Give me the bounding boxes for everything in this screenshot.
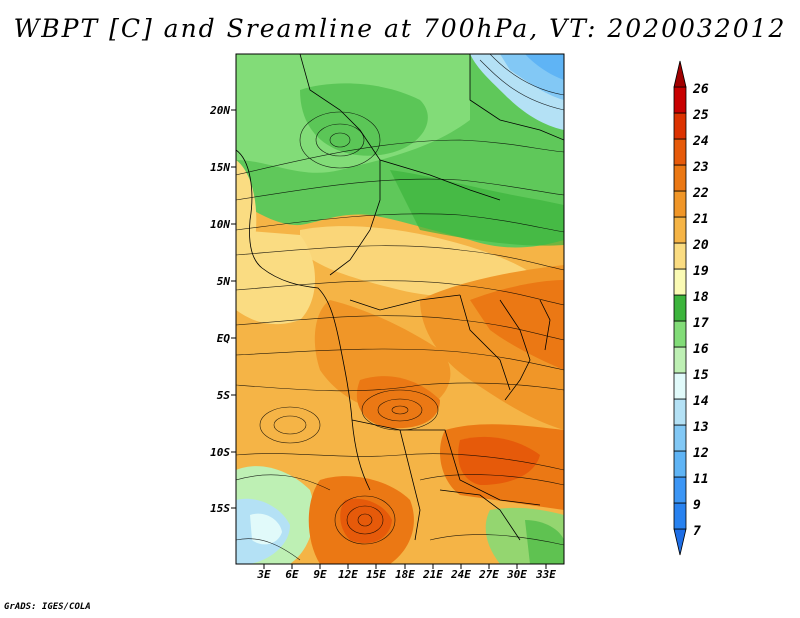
lat-label: 20N: [209, 104, 230, 117]
colorbar-label: 12: [693, 446, 709, 461]
lon-label: 21E: [422, 568, 443, 581]
colorbar-segment: [673, 372, 687, 400]
colorbar-label: 11: [693, 472, 709, 487]
colorbar-label: 19: [693, 264, 709, 279]
colorbar-label: 20: [692, 238, 709, 253]
lon-label: 24E: [450, 568, 471, 581]
colorbar-segment: [673, 398, 687, 426]
lat-label: 5N: [217, 275, 231, 288]
colorbar-segment: [673, 294, 687, 322]
lon-label: 6E: [285, 568, 299, 581]
colorbar-label: 15: [693, 368, 709, 383]
map-frame: [235, 53, 565, 565]
colorbar-label: 26: [692, 82, 709, 97]
colorbar: [673, 60, 687, 556]
lon-label: 18E: [395, 568, 415, 581]
lat-label: 10S: [210, 446, 230, 459]
colorbar-label: 24: [692, 134, 709, 149]
colorbar-segment: [673, 164, 687, 192]
colorbar-label: 22: [692, 186, 709, 201]
lat-label: 15S: [210, 502, 230, 515]
lon-label: 3E: [256, 568, 271, 581]
colorbar-label: 14: [693, 394, 709, 409]
lon-label: 12E: [338, 568, 358, 581]
colorbar-segment: [673, 476, 687, 504]
colorbar-segment: [673, 60, 687, 88]
lon-label: 27E: [478, 568, 499, 581]
colorbar-segment: [673, 216, 687, 244]
lon-label: 9E: [313, 568, 327, 581]
lat-label: 5S: [217, 389, 231, 402]
colorbar-segment: [673, 112, 687, 140]
boundaries: [236, 54, 564, 541]
colorbar-label: 7: [693, 524, 701, 539]
colorbar-label: 21: [692, 212, 709, 227]
longitude-labels: 3E 6E 9E 12E 15E 18E 21E 24E 27E 30E 33E: [256, 568, 556, 581]
colorbar-label: 9: [693, 498, 701, 513]
lat-label: 15N: [210, 161, 230, 174]
axis-ticks: [231, 109, 547, 569]
colorbar-label: 25: [692, 108, 709, 123]
temperature-field: [236, 54, 564, 564]
colorbar-segment: [673, 320, 687, 348]
latitude-labels: 20N 15N 10N 5N EQ 5S 10S 15S: [209, 104, 230, 515]
colorbar-label: 13: [693, 420, 709, 435]
lon-label: 30E: [506, 568, 527, 581]
colorbar-label: 17: [693, 316, 709, 331]
chart-title: WBPT [C] and Sreamline at 700hPa, VT: 20…: [13, 14, 787, 43]
grads-credit: GrADS: IGES/COLA: [4, 602, 91, 612]
streamlines: [236, 54, 564, 561]
colorbar-labels: 7 9 11 12 13 14 15 16 17 18 19 20 21 22 …: [692, 82, 709, 539]
colorbar-segment: [673, 502, 687, 530]
colorbar-label: 18: [693, 290, 709, 305]
colorbar-segment: [673, 346, 687, 374]
colorbar-segment: [673, 528, 687, 556]
colorbar-segment: [673, 268, 687, 296]
lon-label: 15E: [366, 568, 386, 581]
colorbar-segment: [673, 450, 687, 478]
colorbar-label: 23: [692, 160, 709, 175]
lat-label: EQ: [217, 332, 231, 345]
colorbar-segment: [673, 86, 687, 114]
colorbar-segment: [673, 424, 687, 452]
colorbar-segment: [673, 242, 687, 270]
colorbar-label: 16: [693, 342, 709, 357]
colorbar-segment: [673, 138, 687, 166]
lat-label: 10N: [210, 218, 230, 231]
lon-label: 33E: [535, 568, 556, 581]
colorbar-segment: [673, 190, 687, 218]
